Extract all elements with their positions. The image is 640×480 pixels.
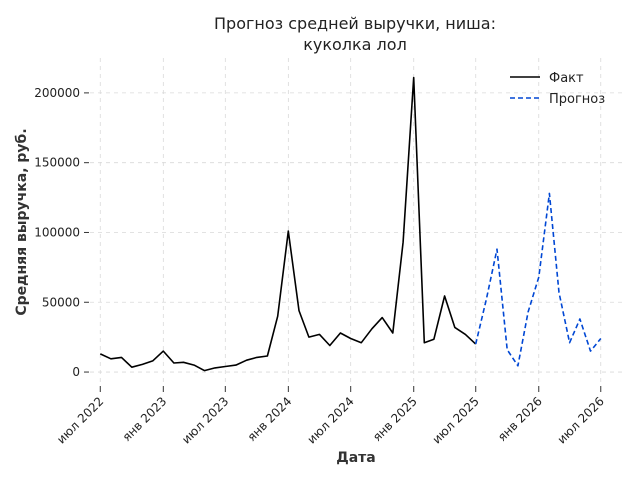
data-point: [413, 76, 415, 78]
x-tick-label: янв 2023: [120, 394, 170, 444]
x-tick-label: июл 2022: [54, 394, 106, 446]
data-point: [433, 338, 435, 340]
legend: Факт Прогноз: [510, 71, 605, 107]
data-point: [423, 342, 425, 344]
data-point: [600, 337, 602, 339]
legend-label-fact: Факт: [549, 71, 584, 86]
data-point: [131, 366, 133, 368]
data-point: [475, 343, 477, 345]
x-tick-label: июл 2026: [555, 394, 607, 446]
y-axis-label: Средняя выручка, руб.: [14, 128, 30, 315]
y-tick-label: 0: [72, 365, 80, 379]
x-axis-label: Дата: [336, 450, 375, 466]
data-point: [349, 337, 351, 339]
data-point: [568, 342, 570, 344]
grid: [90, 58, 622, 386]
data-point: [151, 360, 153, 362]
data-point: [256, 356, 258, 358]
x-axis-ticks: июл 2022 янв 2023 июл 2023 янв 2024 июл 2024…: [54, 386, 607, 447]
x-tick-label: янв 2026: [495, 394, 545, 444]
data-point: [579, 318, 581, 320]
data-point: [245, 359, 247, 361]
y-tick-label: 100000: [34, 225, 80, 239]
data-point: [506, 349, 508, 351]
data-point: [120, 356, 122, 358]
data-point: [110, 358, 112, 360]
y-tick-label: 150000: [34, 156, 80, 170]
data-point: [392, 332, 394, 334]
chart-title-line-1: Прогноз средней выручки, ниша:: [214, 14, 496, 33]
series-line-forecast: [474, 192, 602, 367]
y-tick-label: 50000: [42, 295, 80, 309]
data-point: [485, 298, 487, 300]
data-point: [371, 328, 373, 330]
data-point: [277, 315, 279, 317]
data-point: [329, 344, 331, 346]
data-point: [464, 333, 466, 335]
chart-title-line-2: куколка лол: [303, 35, 407, 54]
data-point: [193, 364, 195, 366]
x-tick-label: янв 2025: [370, 394, 420, 444]
y-tick-label: 200000: [34, 86, 80, 100]
series-layer: [99, 76, 602, 372]
data-point: [182, 361, 184, 363]
data-point: [496, 248, 498, 250]
legend-label-forecast: Прогноз: [549, 92, 605, 107]
data-point: [214, 367, 216, 369]
data-point: [203, 369, 205, 371]
data-point: [381, 316, 383, 318]
series-line-fact: [99, 76, 477, 372]
data-point: [360, 342, 362, 344]
x-tick-label: июл 2023: [179, 394, 231, 446]
data-point: [287, 230, 289, 232]
data-point: [318, 333, 320, 335]
data-point: [589, 350, 591, 352]
x-tick-label: июл 2024: [305, 394, 357, 446]
data-point: [538, 276, 540, 278]
data-point: [99, 353, 101, 355]
x-tick-label: июл 2025: [430, 394, 482, 446]
data-point: [298, 309, 300, 311]
data-point: [308, 336, 310, 338]
data-point: [402, 241, 404, 243]
y-axis-ticks: 0 50000 100000 150000 200000: [34, 86, 89, 379]
data-point: [517, 365, 519, 367]
data-point: [162, 350, 164, 352]
data-point: [173, 362, 175, 364]
data-point: [235, 364, 237, 366]
data-point: [548, 192, 550, 194]
data-point: [266, 355, 268, 357]
data-point: [443, 295, 445, 297]
data-point: [454, 326, 456, 328]
x-tick-label: янв 2024: [245, 394, 295, 444]
data-point: [558, 291, 560, 293]
data-point: [339, 332, 341, 334]
data-point: [527, 311, 529, 313]
data-point: [141, 363, 143, 365]
data-point: [224, 365, 226, 367]
